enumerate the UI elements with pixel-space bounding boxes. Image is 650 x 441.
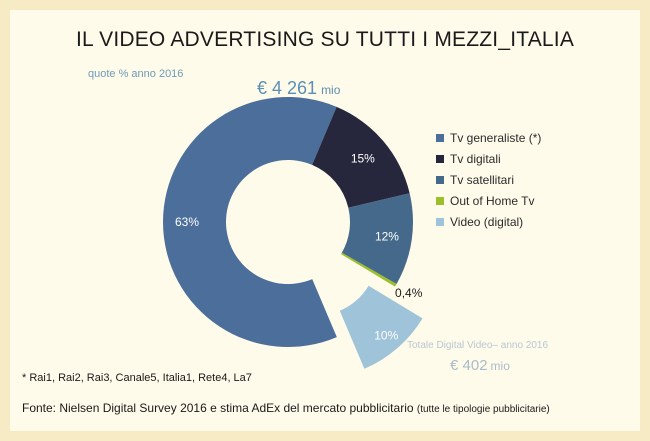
chart-title: IL VIDEO ADVERTISING SU TUTTI I MEZZI_IT… [75, 28, 575, 51]
legend-swatch [436, 217, 444, 226]
value-label-video-digital: 10% [374, 328, 398, 342]
slice-out-of-home-tv [341, 252, 397, 287]
value-label-out-of-home-tv: 0,4% [395, 286, 423, 300]
digital-video-total: € 402 mio [450, 357, 510, 374]
legend-label: Tv satellitari [450, 172, 515, 187]
legend-swatch [436, 154, 444, 163]
source-detail: (tutte le tipologie pubblicitarie) [416, 404, 550, 415]
legend-swatch [436, 196, 444, 205]
legend-label: Tv digitali [450, 151, 501, 166]
slice-tv-digitali [312, 106, 410, 208]
footnote: * Rai1, Rai2, Rai3, Canale5, Italia1, Re… [22, 372, 252, 384]
slice-tv-generaliste [163, 97, 337, 347]
legend-item-tv-satellitari: Tv satellitari [436, 169, 541, 190]
slice-tv-satellitari [341, 193, 413, 284]
source-note: Fonte: Nielsen Digital Survey 2016 e sti… [22, 401, 550, 415]
digital-video-label: Totale Digital Video– anno 2016 [407, 340, 549, 351]
legend-label: Tv generaliste (*) [450, 130, 542, 145]
chart-legend: Tv generaliste (*) Tv digitali Tv satellit… [436, 127, 541, 232]
legend-item-tv-generaliste: Tv generaliste (*) [436, 127, 541, 148]
legend-swatch [436, 175, 444, 184]
chart-subtitle: quote % anno 2016 [88, 68, 184, 80]
legend-label: Video (digital) [450, 214, 524, 229]
source-main: Fonte: Nielsen Digital Survey 2016 e sti… [22, 401, 414, 415]
slice-video-digital [339, 285, 423, 369]
value-label-tv-generaliste: 63% [175, 215, 199, 229]
total-amount: € 4 261 mio [257, 78, 340, 99]
legend-swatch [436, 133, 444, 142]
value-label-tv-satellitari: 12% [375, 229, 399, 243]
legend-label: Out of Home Tv [450, 193, 535, 208]
digital-video-value: € 402 [450, 357, 488, 374]
total-value: € 4 261 [257, 78, 318, 98]
chart-panel [10, 10, 640, 431]
value-label-tv-digitali: 15% [351, 152, 375, 166]
digital-video-unit: mio [490, 359, 510, 373]
legend-item-out-of-home-tv: Out of Home Tv [436, 190, 541, 211]
total-unit: mio [321, 83, 341, 97]
legend-item-video-digital: Video (digital) [436, 211, 541, 232]
legend-item-tv-digitali: Tv digitali [436, 148, 541, 169]
